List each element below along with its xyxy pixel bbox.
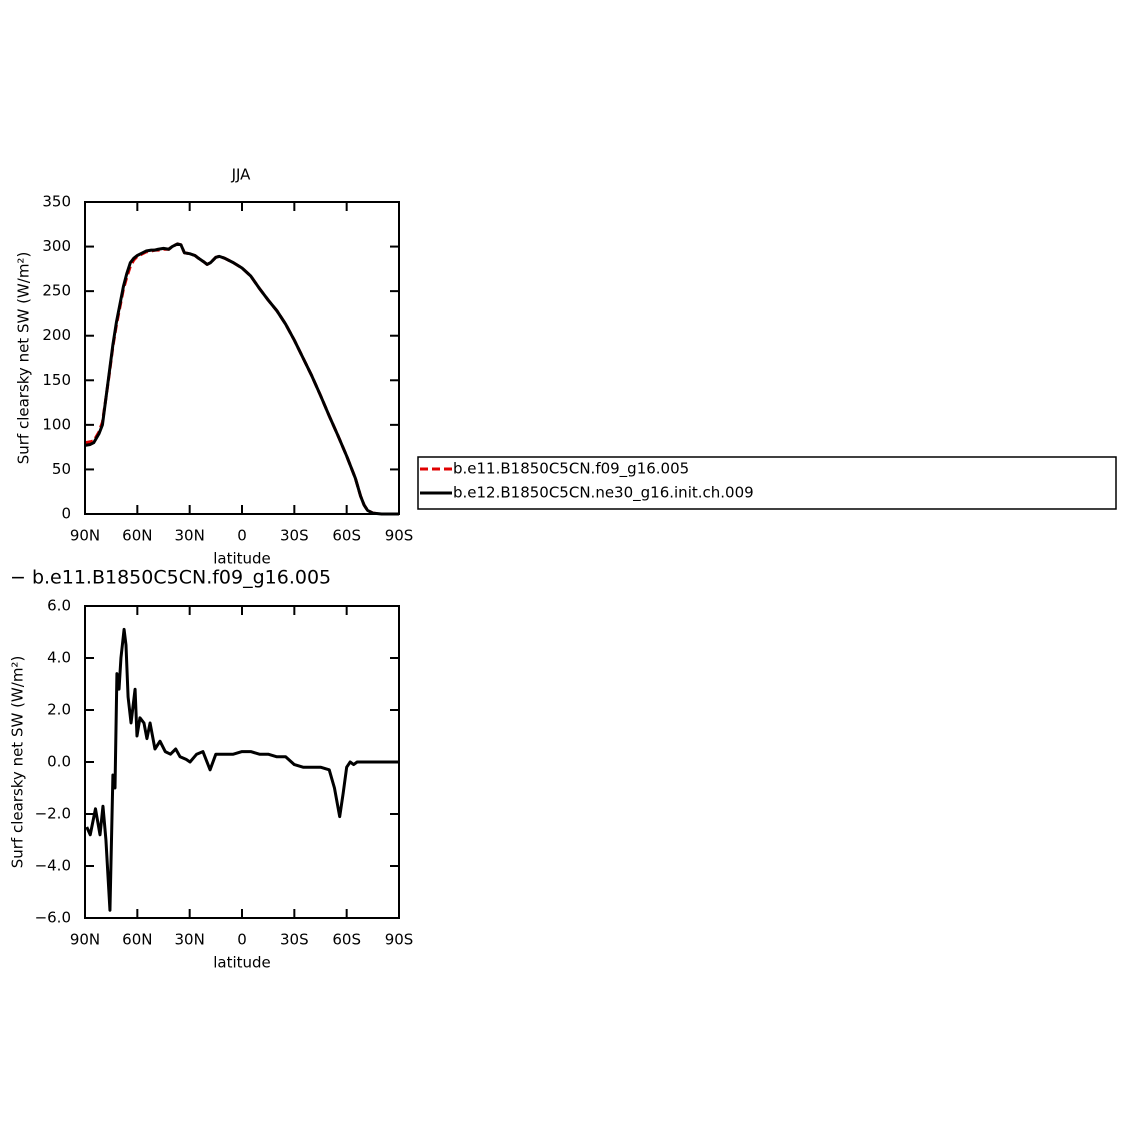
x-tick-label: 0 — [237, 931, 247, 949]
data-line — [85, 627, 399, 912]
y-axis-label: Surf clearsky net SW (W/m²) — [15, 252, 33, 465]
plot-frame — [84, 201, 400, 515]
legend-label: b.e11.B1850C5CN.f09_g16.005 — [453, 460, 689, 479]
y-tick-label: 0.0 — [47, 753, 71, 771]
y-tick-label: 200 — [42, 326, 71, 344]
y-tick-label: 50 — [52, 460, 71, 478]
x-tick-label: 90N — [70, 931, 100, 949]
chart-title: JJA — [231, 166, 252, 184]
legend-label: b.e12.B1850C5CN.ne30_g16.init.ch.009 — [453, 484, 754, 503]
chart-title: − b.e11.B1850C5CN.f09_g16.005 — [10, 567, 331, 589]
x-tick-label: 30N — [175, 931, 205, 949]
y-tick-label: 6.0 — [47, 597, 71, 615]
plot-frame — [84, 605, 400, 919]
y-tick-label: 4.0 — [47, 649, 71, 667]
x-tick-label: 60N — [122, 931, 152, 949]
y-axis-label: Surf clearsky net SW (W/m²) — [9, 656, 27, 869]
y-tick-label: 350 — [42, 193, 71, 211]
x-tick-label: 90S — [385, 527, 414, 545]
x-tick-label: 60N — [122, 527, 152, 545]
y-tick-label: −4.0 — [35, 857, 71, 875]
x-tick-label: 60S — [332, 931, 361, 949]
y-tick-label: −2.0 — [35, 805, 71, 823]
x-tick-label: 90S — [385, 931, 414, 949]
x-axis-label: latitude — [213, 954, 271, 972]
y-tick-label: 2.0 — [47, 701, 71, 719]
x-tick-label: 30N — [175, 527, 205, 545]
x-tick-label: 30S — [280, 931, 309, 949]
x-tick-label: 30S — [280, 527, 309, 545]
y-tick-label: 250 — [42, 282, 71, 300]
legend-box — [417, 456, 1117, 510]
y-tick-label: 150 — [42, 371, 71, 389]
legend: b.e11.B1850C5CN.f09_g16.005 b.e12.B1850C5… — [417, 456, 1117, 510]
y-tick-label: 0 — [61, 505, 71, 523]
x-tick-label: 0 — [237, 527, 247, 545]
x-tick-label: 90N — [70, 527, 100, 545]
y-tick-label: 100 — [42, 415, 71, 433]
x-axis-label: latitude — [213, 550, 271, 568]
y-tick-label: 300 — [42, 237, 71, 255]
y-tick-label: −6.0 — [35, 909, 71, 927]
x-tick-label: 60S — [332, 527, 361, 545]
data-line — [84, 242, 399, 516]
